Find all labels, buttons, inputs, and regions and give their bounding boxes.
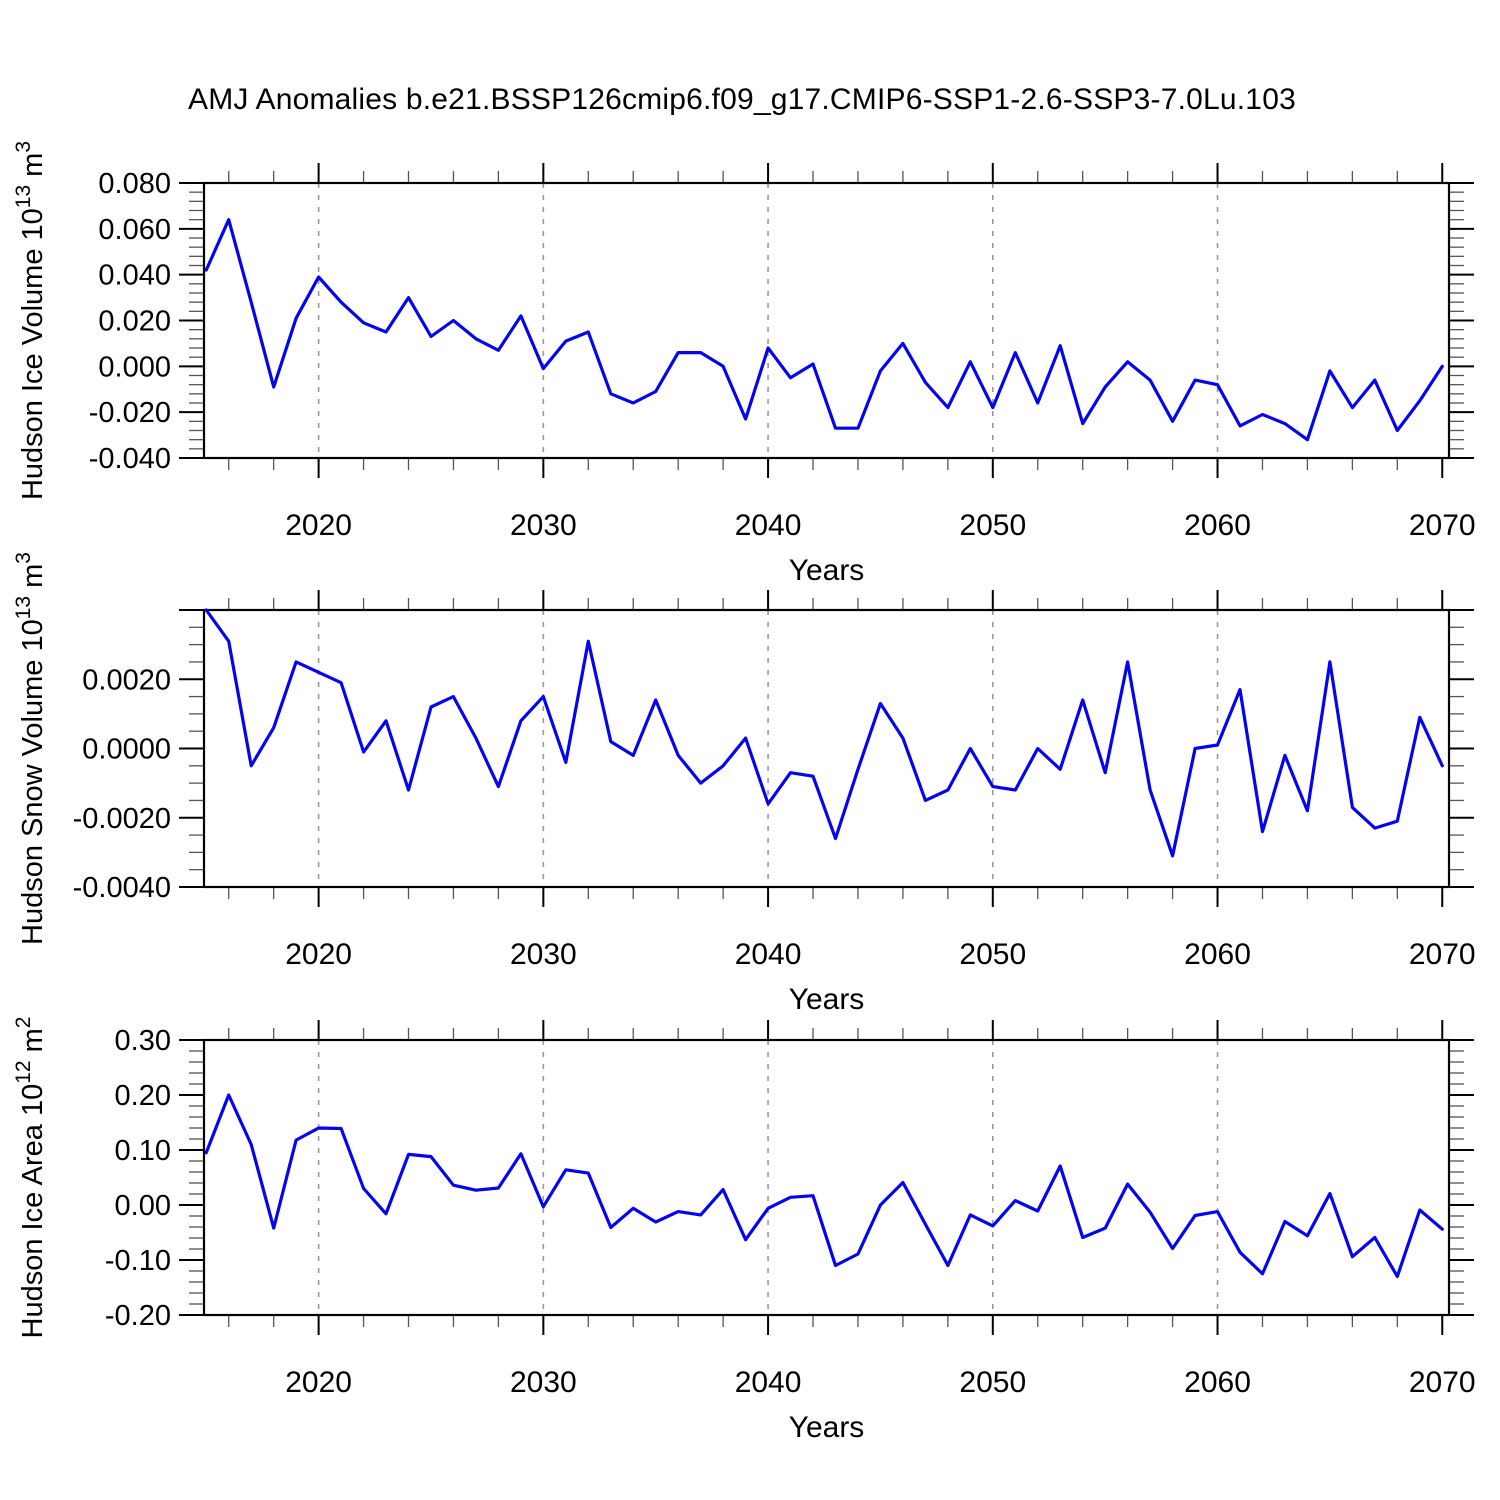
y-tick-label: 0.000 — [98, 351, 171, 383]
series-line-hudson-snow-volume — [204, 608, 1444, 858]
y-tick-label: 0.30 — [115, 1025, 171, 1057]
y-tick-label: -0.10 — [105, 1245, 171, 1277]
plot-border — [202, 608, 1451, 889]
panel-hudson-ice-area: 2020 2030 2040 2050 2060 2070 0.30 0.20 0.10 0.00… — [12, 1017, 1476, 1445]
y-axis-title: Hudson Snow Volume 1013 m3 — [12, 552, 49, 945]
x-tick-label: 2060 — [1184, 1366, 1251, 1399]
panel-hudson-snow-volume: 2020 2030 2040 2050 2060 2070 0.0020 0.0000 -0.0… — [12, 552, 1476, 1016]
x-tick-label: 2060 — [1184, 938, 1251, 971]
y-tick-label: 0.080 — [98, 168, 171, 200]
y-tick-label: -0.20 — [105, 1300, 171, 1332]
x-tick-label: 2060 — [1184, 509, 1251, 542]
x-tick-label: 2050 — [959, 1366, 1026, 1399]
x-tick-label: 2070 — [1409, 938, 1476, 971]
y-tick-label: 0.20 — [115, 1080, 171, 1112]
y-tick-label: 0.00 — [115, 1190, 171, 1222]
y-tick-label: 0.040 — [98, 260, 171, 292]
y-tick-label: -0.040 — [89, 443, 171, 475]
x-tick-label: 2040 — [735, 1366, 802, 1399]
x-tick-label: 2020 — [285, 1366, 352, 1399]
y-tick-label: -0.0020 — [73, 803, 171, 835]
y-axis-title: Hudson Ice Area 1012 m2 — [12, 1017, 49, 1339]
x-axis-title: Years — [789, 1411, 865, 1444]
x-tick-label: 2040 — [735, 938, 802, 971]
y-tick-label: 0.060 — [98, 214, 171, 246]
series-line-hudson-ice-area — [204, 1093, 1444, 1279]
y-tick-label: 0.0020 — [82, 664, 171, 696]
x-tick-label: 2020 — [285, 509, 352, 542]
plot-border — [202, 181, 1451, 460]
x-tick-label: 2050 — [959, 938, 1026, 971]
series-line-hudson-ice-volume — [204, 218, 1444, 442]
x-tick-label: 2030 — [510, 509, 577, 542]
y-tick-label: 0.10 — [115, 1135, 171, 1167]
figure-title: AMJ Anomalies b.e21.BSSP126cmip6.f09_g17… — [188, 83, 1296, 116]
panel-hudson-ice-volume: 2020 2030 2040 2050 2060 2070 0.080 0.060 0.040 0… — [12, 141, 1476, 587]
x-tick-label: 2040 — [735, 509, 802, 542]
x-tick-label: 2030 — [510, 1366, 577, 1399]
plot-border — [202, 1038, 1451, 1317]
y-tick-label: -0.0040 — [73, 872, 171, 904]
y-axis-title: Hudson Ice Volume 1013 m3 — [12, 141, 49, 500]
y-tick-label: 0.0000 — [82, 734, 171, 766]
x-tick-label: 2070 — [1409, 1366, 1476, 1399]
x-axis-title: Years — [789, 554, 865, 587]
y-tick-label: -0.020 — [89, 397, 171, 429]
x-tick-label: 2050 — [959, 509, 1026, 542]
x-tick-label: 2070 — [1409, 509, 1476, 542]
x-tick-label: 2020 — [285, 938, 352, 971]
y-tick-label: 0.020 — [98, 306, 171, 338]
x-tick-label: 2030 — [510, 938, 577, 971]
x-axis-title: Years — [789, 983, 865, 1016]
